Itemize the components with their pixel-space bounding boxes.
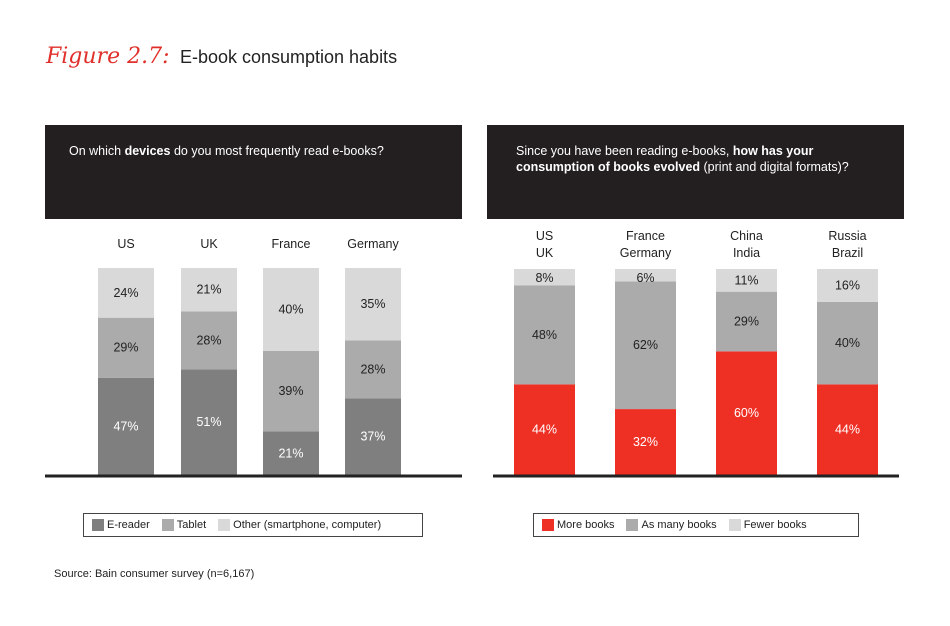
evolution-data-label-3-2: 16% (835, 278, 860, 292)
evolution-category-label-2-1: India (733, 246, 760, 260)
legend-swatch-fewer-books (728, 519, 741, 531)
evolution-category-label-1-1: Germany (620, 246, 672, 260)
devices-data-label-1-1: 28% (196, 333, 221, 347)
legend-label-as-many-books: As many books (641, 519, 717, 531)
evolution-data-label-1-0: 32% (633, 435, 658, 449)
devices-bar-0-0 (98, 377, 154, 475)
evolution-category-label-1-0: France (626, 229, 665, 243)
legend-label-other: Other (smartphone, computer) (233, 519, 382, 531)
left-question-bold: devices (124, 144, 171, 158)
legend-swatch-more-books (542, 519, 554, 531)
right-legend: More books As many books Fewer books (533, 513, 859, 537)
left-legend: E-reader Tablet Other (smartphone, compu… (83, 513, 423, 537)
left-question-prefix: On which (69, 144, 125, 158)
legend-label-more-books: More books (557, 519, 615, 531)
devices-bar-3-1 (345, 340, 401, 399)
devices-data-label-1-2: 21% (196, 283, 221, 297)
legend-swatch-tablet (161, 519, 174, 531)
evolution-data-label-2-2: 11% (734, 273, 758, 287)
source-note: Source: Bain consumer survey (n=6,167) (54, 568, 255, 580)
evolution-data-label-0-1: 48% (532, 328, 557, 342)
devices-bar-2-2 (263, 268, 319, 351)
devices-data-label-3-0: 37% (360, 430, 385, 444)
legend-label-tablet: Tablet (176, 519, 207, 531)
left-question-suffix: do you most frequently read e-books? (170, 144, 384, 158)
evolution-category-label-2-0: China (730, 229, 763, 243)
legend-label-fewer-books: Fewer books (743, 519, 807, 531)
evolution-bar-0-0 (514, 384, 575, 475)
evolution-data-label-0-0: 44% (532, 423, 557, 437)
evolution-data-label-2-0: 60% (734, 406, 759, 420)
devices-data-label-2-1: 39% (278, 384, 303, 398)
figure-heading: Figure 2.7: E-book consumption habits (46, 44, 397, 69)
devices-category-label-1-0: UK (200, 237, 218, 251)
devices-bar-1-0 (181, 369, 237, 475)
evolution-bar-2-0 (716, 351, 777, 475)
evolution-bar-2-1 (716, 291, 777, 352)
legend-item-fewer-books: Fewer books (728, 519, 807, 531)
evolution-bar-3-0 (817, 384, 878, 475)
left-question-header: On which devices do you most frequently … (45, 125, 462, 219)
devices-bar-0-1 (98, 317, 154, 378)
evolution-bar-0-1 (514, 285, 575, 385)
devices-bar-3-2 (345, 268, 401, 341)
devices-data-label-0-0: 47% (113, 419, 138, 433)
evolution-category-label-0-0: US (536, 229, 553, 243)
devices-category-label-3-0: Germany (347, 237, 399, 251)
devices-data-label-3-2: 35% (360, 297, 385, 311)
evolution-category-label-3-1: Brazil (832, 246, 863, 260)
legend-swatch-as-many-books (626, 519, 639, 531)
devices-bar-2-1 (263, 350, 319, 432)
devices-data-label-3-1: 28% (360, 362, 385, 376)
devices-category-label-0-0: US (117, 237, 134, 251)
evolution-bar-3-1 (817, 301, 878, 385)
right-question-prefix: Since you have been reading e-books, (516, 144, 733, 158)
legend-label-ereader: E-reader (107, 519, 150, 531)
legend-item-other: Other (smartphone, computer) (218, 519, 381, 531)
evolution-bar-2-2 (716, 269, 777, 292)
evolution-data-label-3-0: 44% (835, 423, 860, 437)
figure-label: Figure 2.7: (46, 44, 170, 69)
legend-swatch-other (218, 519, 231, 531)
legend-swatch-ereader (92, 519, 104, 531)
legend-item-as-many-books: As many books (626, 519, 717, 531)
devices-bar-0-2 (98, 268, 154, 318)
devices-data-label-0-1: 29% (113, 341, 138, 355)
devices-data-label-0-2: 24% (113, 286, 138, 300)
evolution-category-label-0-1: UK (536, 246, 554, 260)
right-question-bold: how has your consumption of books evolve… (516, 144, 814, 174)
evolution-category-label-3-0: Russia (828, 229, 866, 243)
evolution-bar-1-0 (615, 409, 676, 475)
evolution-bar-1-2 (615, 269, 676, 282)
evolution-data-label-1-2: 6% (636, 271, 654, 285)
figure-title: E-book consumption habits (179, 47, 398, 67)
evolution-data-label-0-2: 8% (535, 271, 553, 285)
right-question-header: Since you have been reading e-books, how… (487, 125, 904, 219)
evolution-data-label-3-1: 40% (835, 336, 860, 350)
legend-item-more-books: More books (542, 519, 614, 531)
devices-data-label-1-0: 51% (196, 415, 221, 429)
legend-item-tablet: Tablet (161, 519, 207, 531)
devices-bar-2-0 (263, 431, 319, 475)
legend-item-ereader: E-reader (92, 519, 150, 531)
devices-data-label-2-0: 21% (278, 446, 303, 460)
devices-category-label-2-0: France (272, 237, 311, 251)
devices-bar-1-2 (181, 268, 237, 312)
devices-data-label-2-2: 40% (278, 302, 303, 316)
evolution-bar-1-1 (615, 281, 676, 410)
evolution-data-label-2-1: 29% (734, 315, 759, 329)
evolution-bar-0-2 (514, 269, 575, 286)
devices-bar-3-0 (345, 398, 401, 475)
evolution-bar-3-2 (817, 269, 878, 302)
evolution-data-label-1-1: 62% (633, 338, 658, 352)
right-question-suffix: (print and digital formats)? (700, 160, 849, 174)
devices-bar-1-1 (181, 311, 237, 370)
